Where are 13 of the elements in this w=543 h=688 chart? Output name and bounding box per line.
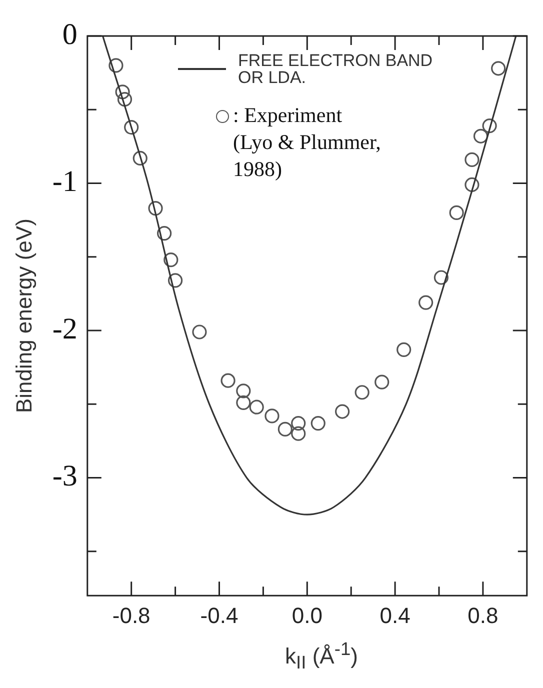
y-tick-label: -3 — [52, 460, 78, 493]
y-tick-label: 0 — [62, 18, 78, 51]
x-tick-label: 0.8 — [468, 602, 498, 628]
legend-label: FREE ELECTRON BAND OR LDA. — [238, 51, 434, 87]
x-tick-label: 0.4 — [380, 602, 410, 628]
legend-label: : Experiment (Lyo & Plummer, 1988) — [233, 102, 382, 183]
y-tick-label: -2 — [52, 312, 78, 346]
x-tick-label: -0.4 — [200, 602, 238, 628]
y-tick-label: -1 — [52, 165, 78, 198]
x-axis-title: k$_{II}$ (Å$^{-1}$) — [284, 638, 359, 674]
y-axis-title: Binding energy (eV) — [11, 218, 36, 414]
x-tick-label: 0.0 — [292, 602, 322, 628]
x-tick-label: -0.8 — [112, 602, 150, 628]
